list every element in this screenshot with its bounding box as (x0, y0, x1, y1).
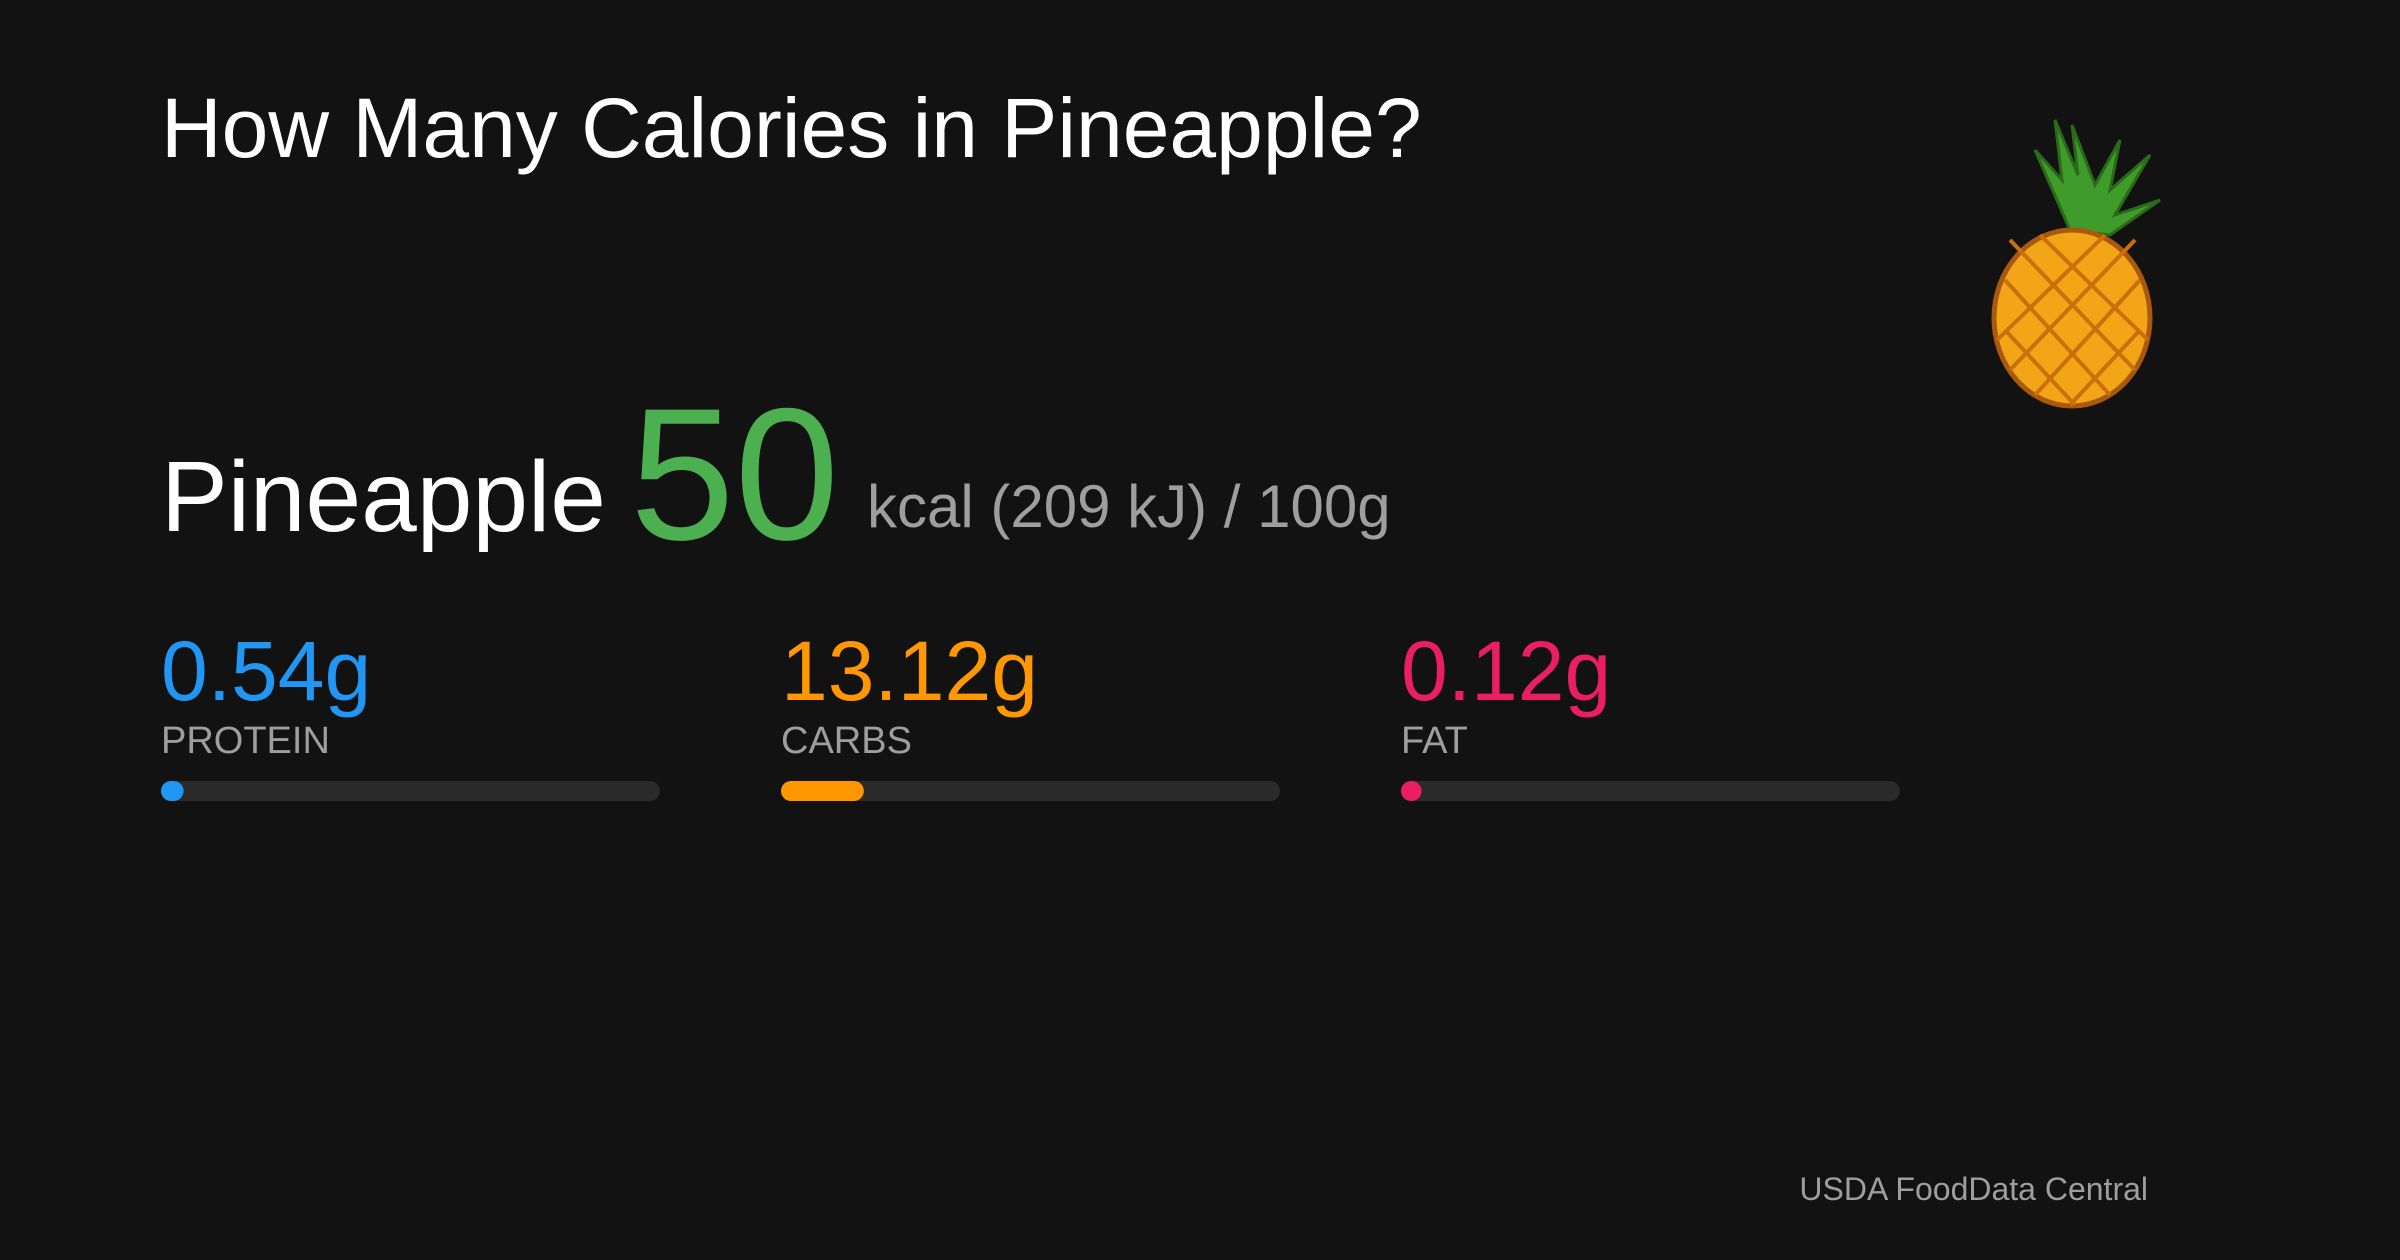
macro-value: 13.12g (781, 624, 1038, 718)
source: USDA FoodData Central (1799, 1171, 2148, 1207)
title: How Many Calories in Pineapple? (161, 81, 1422, 175)
bar-track (781, 781, 1280, 801)
bar-track (1401, 781, 1900, 801)
calories: 50 (630, 369, 839, 579)
macro-value: 0.12g (1401, 624, 1611, 718)
macro-label: FAT (1401, 720, 1468, 762)
food-name: Pineapple (161, 441, 606, 553)
calorie-unit: kcal (209 kJ) / 100g (867, 473, 1391, 540)
macro-value: 0.54g (161, 624, 371, 718)
macro-label: CARBS (781, 720, 912, 762)
pineapple-icon (1991, 119, 2161, 409)
bar-track (161, 781, 660, 801)
macro-label: PROTEIN (161, 720, 330, 762)
